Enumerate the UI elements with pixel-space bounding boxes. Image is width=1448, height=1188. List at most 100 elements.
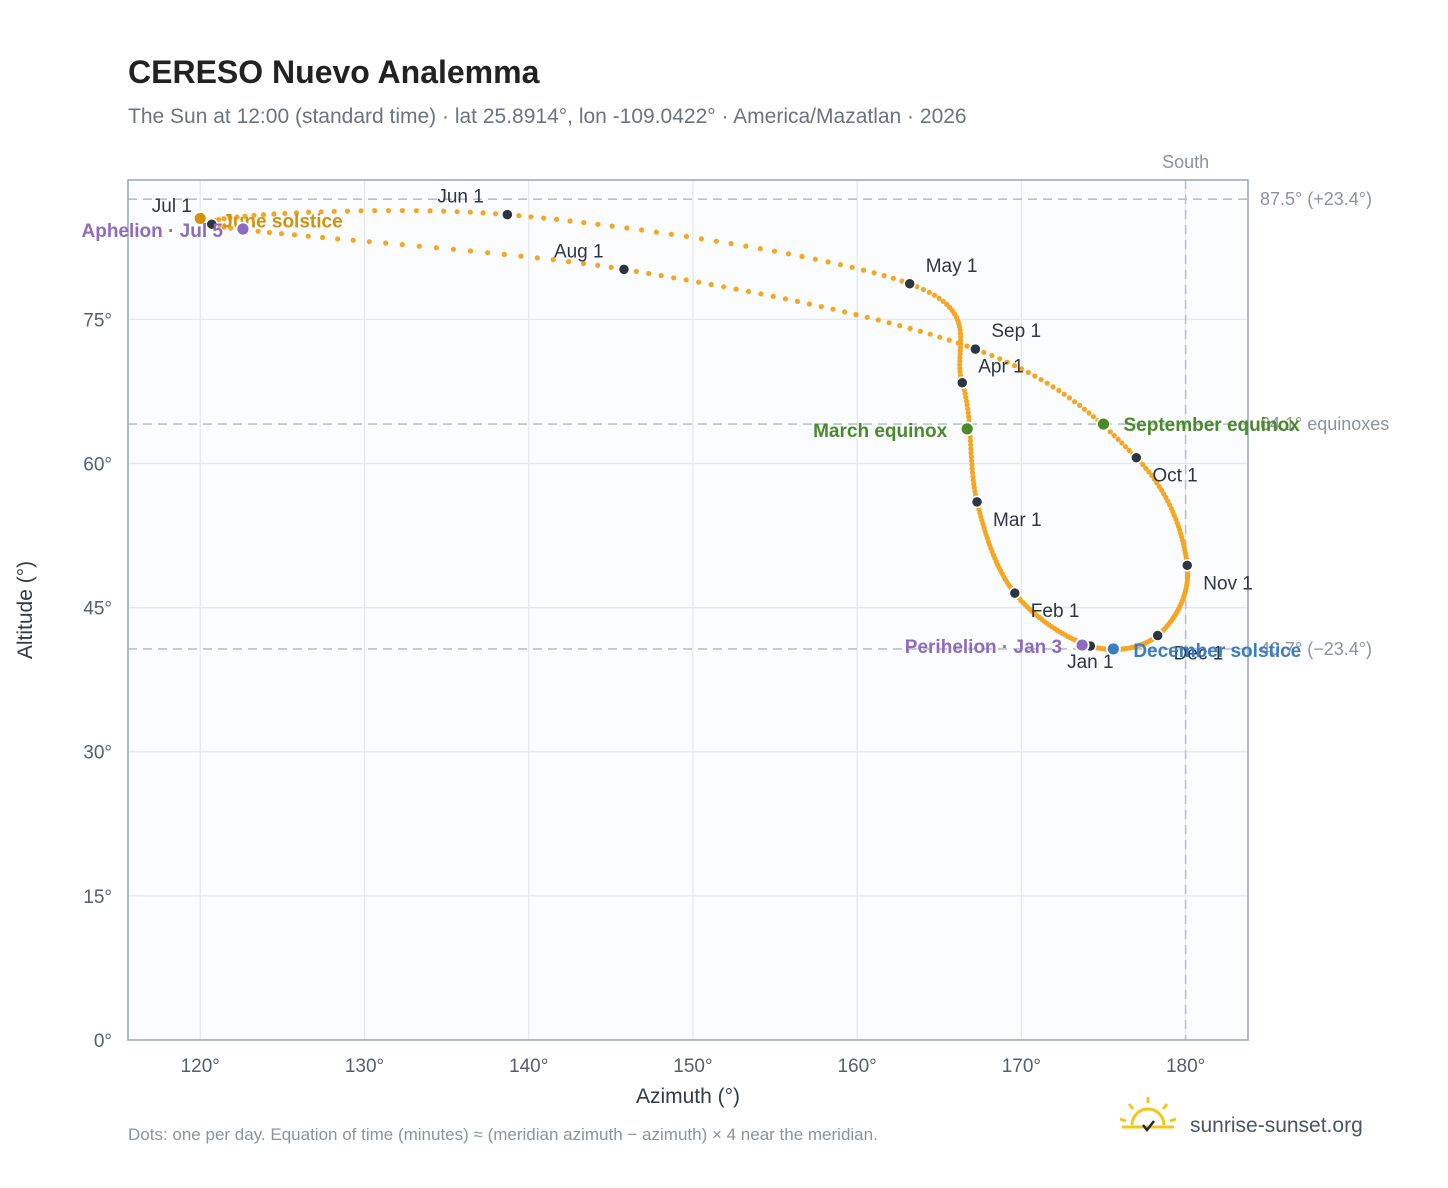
- daily-sun-dot: [467, 248, 474, 254]
- daily-sun-dot: [581, 220, 587, 226]
- month-label: Feb 1: [1031, 601, 1080, 622]
- sun-logo-icon: [1119, 1097, 1177, 1133]
- daily-sun-dot: [372, 208, 378, 214]
- daily-sun-dot: [595, 221, 601, 227]
- daily-sun-dot: [969, 470, 976, 476]
- daily-sun-dot: [251, 212, 257, 218]
- daily-sun-dot: [837, 262, 844, 268]
- daily-sun-dot: [541, 215, 547, 221]
- daily-sun-dot: [1086, 410, 1092, 416]
- daily-sun-dot: [306, 209, 312, 215]
- daily-sun-dot: [968, 446, 974, 452]
- event-label: March equinox: [813, 421, 948, 442]
- daily-sun-dot: [969, 458, 975, 464]
- daily-sun-dot: [282, 210, 288, 216]
- x-tick-label: 130°: [345, 1056, 384, 1077]
- daily-sun-dot: [1061, 391, 1067, 397]
- daily-sun-dot: [1077, 402, 1083, 408]
- south-label: South: [1162, 152, 1209, 172]
- month-label: Mar 1: [993, 510, 1042, 531]
- daily-sun-dot: [1146, 469, 1152, 475]
- daily-sun-dot: [1038, 377, 1044, 383]
- y-tick-label: 60°: [83, 454, 112, 475]
- daily-sun-dot: [305, 233, 311, 239]
- daily-sun-dot: [1056, 387, 1062, 394]
- daily-sun-dot: [968, 442, 974, 448]
- daily-sun-dot: [799, 253, 805, 260]
- daily-sun-dot: [441, 208, 447, 214]
- event-label: December solstice: [1133, 641, 1301, 662]
- y-tick-label: 30°: [83, 743, 112, 764]
- daily-sun-dot: [969, 462, 975, 468]
- daily-sun-dot: [969, 466, 975, 472]
- daily-sun-dot: [770, 293, 776, 299]
- daily-sun-dot: [1018, 366, 1025, 372]
- daily-sun-dot: [318, 209, 324, 215]
- daily-sun-dot: [399, 208, 405, 214]
- daily-sun-dot: [864, 314, 870, 320]
- reference-line-label: 40.7° (−23.4°): [1260, 639, 1372, 659]
- daily-sun-dot: [940, 298, 946, 304]
- daily-sun-dot: [875, 317, 881, 323]
- daily-sun-dot: [566, 259, 572, 265]
- daily-sun-dot: [516, 213, 522, 219]
- daily-sun-dot: [782, 296, 789, 302]
- daily-sun-dot: [633, 268, 639, 274]
- daily-sun-dot: [221, 216, 227, 222]
- daily-sun-dot: [853, 312, 859, 318]
- daily-sun-dot: [698, 236, 705, 242]
- daily-sun-dot: [653, 229, 660, 235]
- month-marker: [1008, 586, 1022, 600]
- daily-sun-dot: [454, 209, 460, 215]
- daily-sun-dot: [1149, 472, 1155, 479]
- daily-sun-dot: [1115, 436, 1121, 442]
- daily-sun-dot: [255, 228, 261, 234]
- month-label: Jun 1: [437, 187, 483, 208]
- daily-sun-dot: [926, 289, 932, 295]
- event-marker: [1105, 641, 1121, 657]
- daily-sun-dot: [658, 273, 664, 279]
- daily-sun-dot: [413, 208, 419, 214]
- month-marker: [1180, 559, 1194, 572]
- month-marker: [501, 208, 514, 221]
- month-marker: [969, 342, 982, 356]
- x-tick-label: 170°: [1002, 1056, 1041, 1077]
- daily-sun-dot: [966, 414, 972, 420]
- daily-sun-dot: [291, 232, 298, 238]
- reference-line-label: 87.5° (+23.4°): [1260, 189, 1372, 209]
- daily-sun-dot: [897, 323, 903, 329]
- y-tick-label: 15°: [83, 887, 112, 908]
- daily-sun-dot: [1032, 373, 1038, 379]
- daily-sun-dot: [806, 301, 813, 307]
- daily-sun-dot: [331, 208, 337, 214]
- daily-sun-dot: [794, 298, 801, 304]
- daily-sun-dot: [812, 256, 818, 262]
- daily-sun-dot: [358, 208, 364, 214]
- daily-sun-dot: [713, 238, 719, 244]
- daily-sun-dot: [1107, 429, 1113, 435]
- daily-sun-dot: [842, 309, 848, 315]
- month-marker: [617, 263, 631, 276]
- daily-sun-dot: [227, 215, 233, 221]
- event-marker: [1096, 416, 1111, 432]
- month-label: Jan 1: [1067, 652, 1113, 673]
- month-marker: [970, 495, 984, 509]
- daily-sun-dot: [501, 251, 507, 257]
- daily-sun-dot: [646, 270, 652, 277]
- daily-sun-dot: [1154, 480, 1160, 486]
- daily-sun-dot: [1122, 444, 1129, 450]
- daily-sun-dot: [981, 349, 987, 355]
- daily-sun-dot: [320, 234, 326, 241]
- y-tick-label: 75°: [83, 310, 112, 331]
- daily-sun-dot: [350, 237, 356, 243]
- daily-sun-dot: [608, 264, 614, 270]
- daily-sun-dot: [849, 264, 855, 270]
- daily-sun-dot: [1081, 406, 1087, 412]
- footer-note: Dots: one per day. Equation of time (min…: [128, 1125, 878, 1144]
- daily-sun-dot: [671, 275, 677, 281]
- daily-sun-dot: [528, 214, 534, 220]
- daily-sun-dot: [1044, 380, 1050, 386]
- event-marker: [235, 221, 251, 237]
- daily-sun-dot: [1025, 369, 1031, 376]
